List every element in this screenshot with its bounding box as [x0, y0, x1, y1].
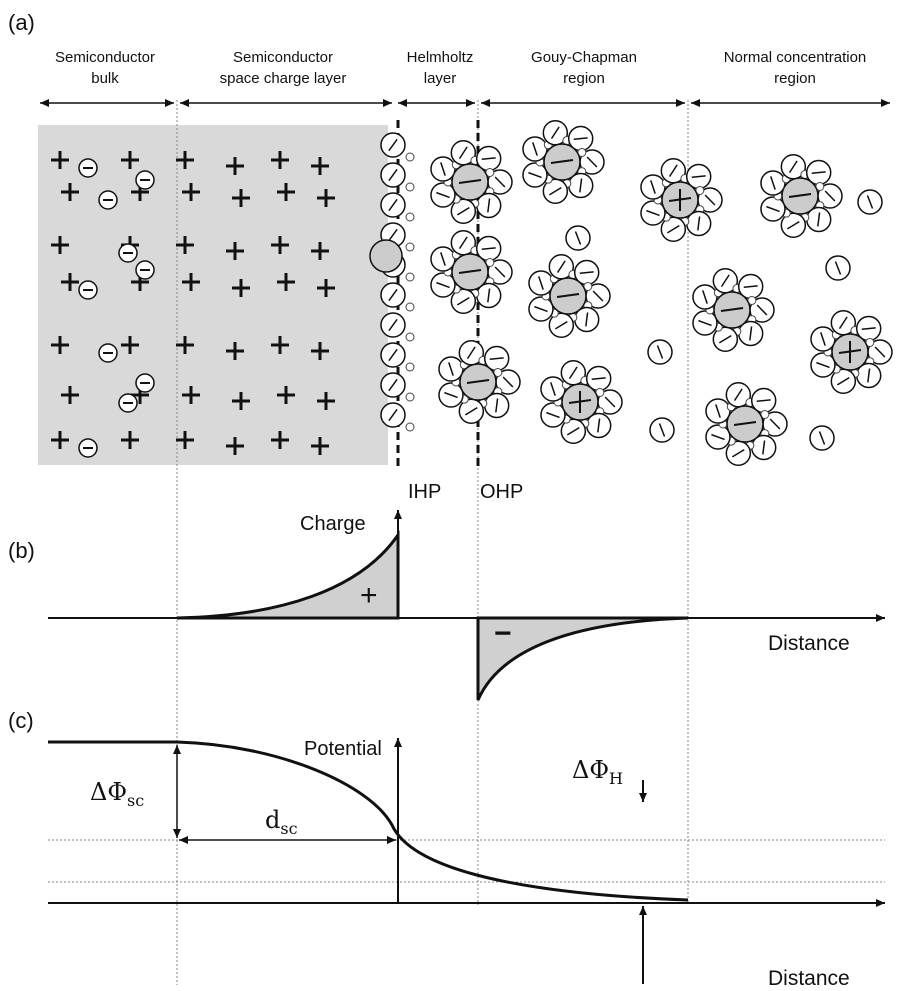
adsorbed-ion: [370, 240, 402, 272]
symbol: ΔΦ: [90, 778, 127, 806]
counter-ion: [406, 273, 414, 281]
region-header: region: [774, 70, 816, 87]
delta-phi-h: ΔΦH: [572, 756, 623, 788]
subscript: sc: [280, 819, 297, 838]
counter-ion: [406, 153, 414, 161]
region-header: Semiconductor: [55, 49, 155, 66]
symbol: d: [265, 806, 280, 834]
charge-sign: +: [360, 579, 378, 612]
plane-label: IHP: [408, 481, 441, 503]
axis-label: Distance: [768, 967, 850, 990]
panel-label: (c): [8, 708, 34, 733]
plane-label: OHP: [480, 481, 523, 503]
counter-ion: [406, 213, 414, 221]
region-header: Gouy-Chapman: [531, 49, 637, 66]
decoration: [38, 100, 892, 985]
region-header: region: [563, 70, 605, 87]
region-header: Normal concentration: [724, 49, 867, 66]
axis-label: Distance: [768, 632, 850, 655]
diagram: (a) Semiconductor bulk Semiconductor space …: [0, 0, 904, 991]
region-header: Helmholtz: [407, 49, 474, 66]
counter-ion: [406, 243, 414, 251]
axis-label: Charge: [300, 513, 366, 535]
subscript: sc: [127, 791, 144, 810]
region-header: bulk: [91, 70, 119, 87]
symbol: ΔΦ: [572, 756, 609, 784]
counter-ion: [406, 423, 414, 431]
subscript: H: [609, 769, 623, 788]
panel-label: (a): [8, 10, 35, 35]
delta-phi-sc: ΔΦsc: [90, 778, 144, 810]
counter-ion: [406, 363, 414, 371]
panel-label: (b): [8, 538, 35, 563]
d-sc: dsc: [265, 806, 298, 838]
region-header: Semiconductor: [233, 49, 333, 66]
region-header: space charge layer: [220, 70, 347, 87]
charge-sign: −: [494, 617, 512, 650]
counter-ion: [406, 333, 414, 341]
region-header: layer: [424, 70, 457, 87]
axis-label: Potential: [304, 738, 382, 760]
counter-ion: [406, 393, 414, 401]
counter-ion: [406, 303, 414, 311]
counter-ion: [406, 183, 414, 191]
